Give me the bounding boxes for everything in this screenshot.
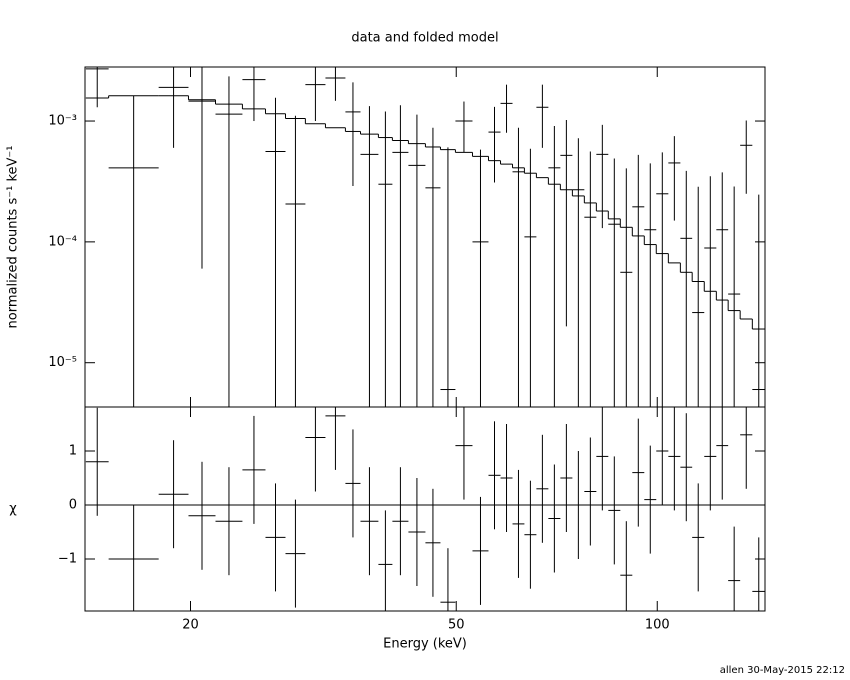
y-tick-label: 10⁻⁴ (48, 234, 77, 249)
y-axis-label: χ (9, 502, 17, 517)
y-tick-label: 0 (69, 498, 77, 513)
plot-frame (84, 406, 766, 612)
y-tick-label: 10⁻⁵ (48, 355, 77, 370)
x-tick-label: 50 (448, 618, 465, 633)
y-tick-label: 1 (69, 444, 77, 459)
bottom-panel (85, 407, 765, 611)
x-tick-label: 100 (645, 618, 670, 633)
y-axis-label: normalized counts s⁻¹ keV⁻¹ (6, 146, 21, 329)
top-panel (85, 67, 765, 407)
chart-title: data and folded model (351, 31, 498, 46)
x-tick-label: 20 (182, 618, 199, 633)
y-tick-label: −1 (58, 552, 77, 567)
x-axis-label: Energy (keV) (383, 637, 467, 652)
y-tick-label: 10⁻³ (48, 114, 77, 129)
footer: allen 30-May-2015 22:12 (720, 665, 845, 676)
plot-frame (84, 66, 766, 408)
